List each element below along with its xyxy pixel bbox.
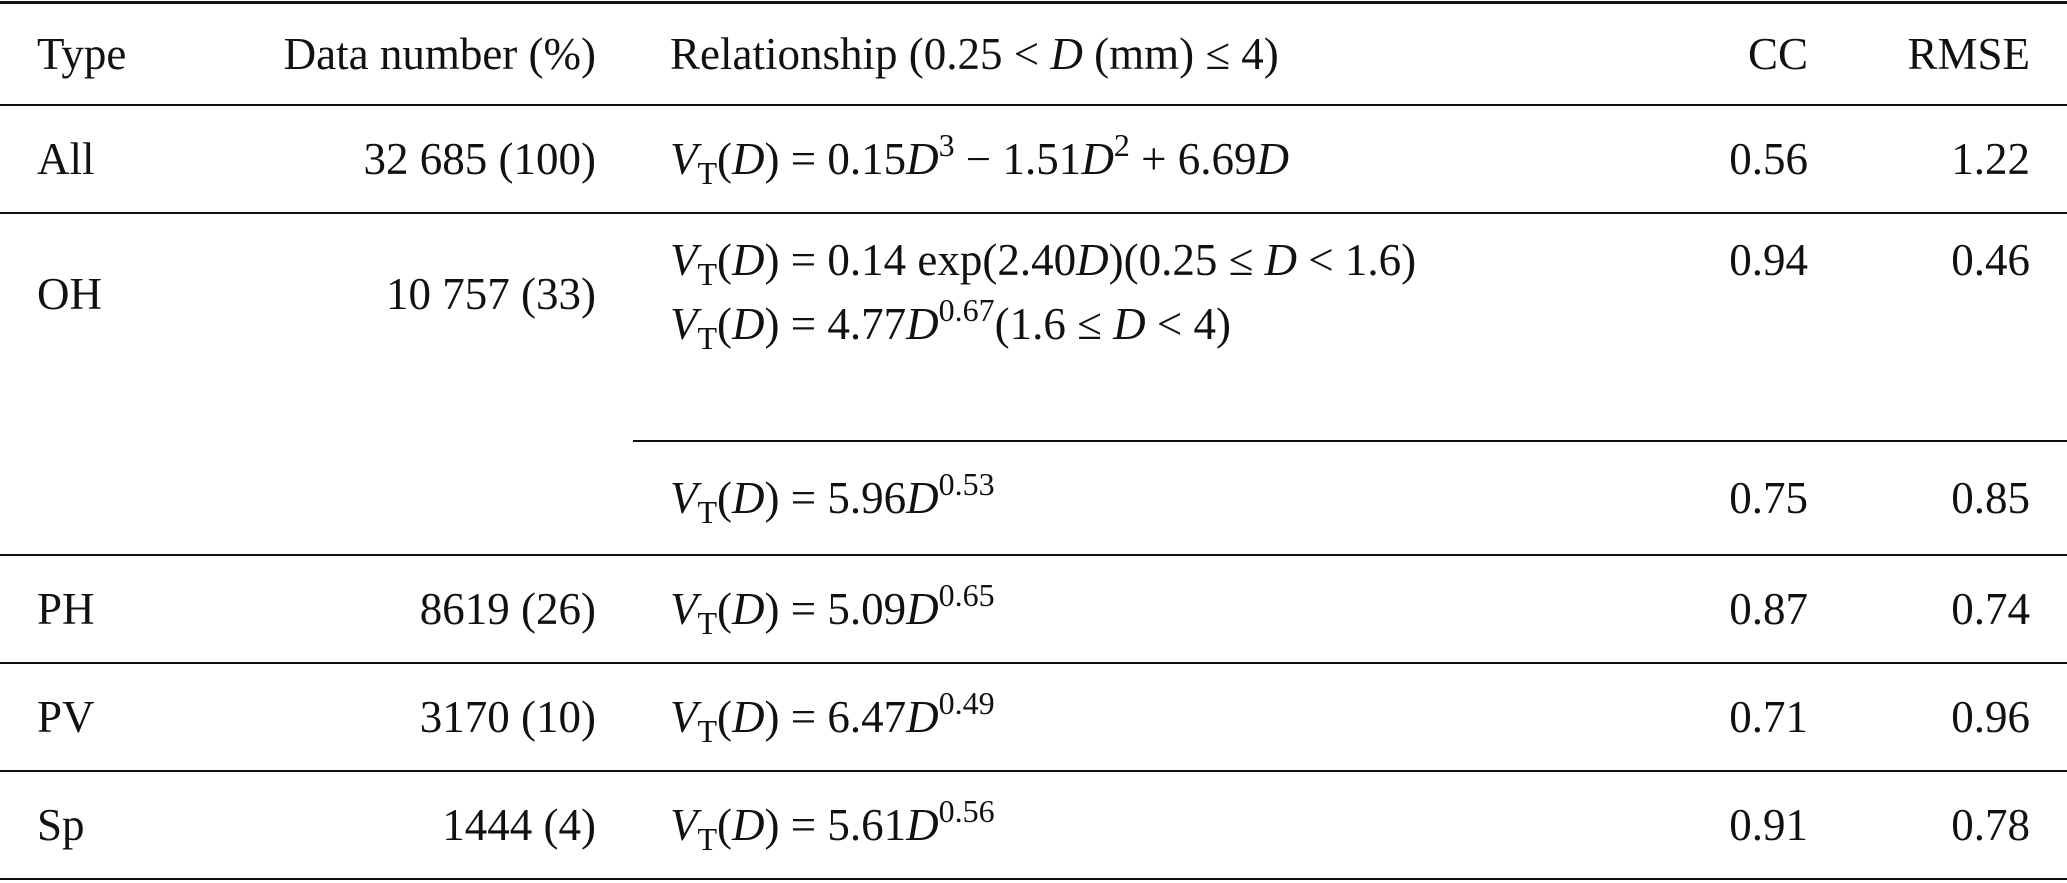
cc-cell: 0.71 (1560, 661, 1828, 771)
subscript: T (697, 255, 718, 292)
type-cell: OH (0, 211, 200, 555)
header-cell: Data number (%) (200, 1, 633, 105)
superscript: 3 (938, 126, 955, 163)
cc-cell: 0.94 (1560, 211, 1828, 441)
table-row: VT(D) = 5.96D0.53 0.75 0.85 (0, 439, 2067, 555)
subscript: T (697, 493, 718, 530)
data-number-cell: 8619 (26) (200, 553, 633, 663)
cc-cell: 0.91 (1560, 769, 1828, 880)
cc-cell: 0.56 (1560, 103, 1828, 213)
formula-text: (D) = 0.15D (717, 133, 939, 184)
relationship-cell: VT(D) = 5.96D0.53 (633, 439, 1560, 555)
formula: VT(D) = 0.14 exp(2.40D)(0.25 ≤ D < 1.6) (670, 228, 1523, 292)
relationship-cell: VT(D) = 6.47D0.49 (633, 661, 1560, 771)
formula-text: V (670, 472, 698, 523)
superscript: 0.53 (938, 465, 995, 502)
rmse-cell: 0.78 (1828, 769, 2067, 880)
rmse-cell: 0.85 (1828, 439, 2067, 555)
formula-text: (D) = 5.96D (717, 472, 939, 523)
formula-text: V (670, 298, 698, 349)
type-cell: PH (0, 553, 200, 663)
data-number-cell: 1444 (4) (200, 769, 633, 880)
type-cell: PV (0, 661, 200, 771)
superscript: 2 (1113, 126, 1130, 163)
type-cell: All (0, 103, 200, 213)
data-number-cell: 3170 (10) (200, 661, 633, 771)
superscript: 0.49 (938, 684, 995, 721)
rmse-cell: 0.96 (1828, 661, 2067, 771)
type-cell: Sp (0, 769, 200, 880)
formula: VT(D) = 5.96D0.53 (670, 466, 1523, 530)
table-row: Sp 1444 (4) VT(D) = 5.61D0.56 0.91 0.78 (0, 769, 2067, 880)
formula-text: (D) = 5.61D (717, 799, 939, 850)
relationship-cell: VT(D) = 0.14 exp(2.40D)(0.25 ≤ D < 1.6) V… (633, 211, 1560, 441)
subscript: T (697, 319, 718, 356)
formula-text: V (670, 799, 698, 850)
subscript: T (697, 604, 718, 641)
formula-text: − 1.51D (954, 133, 1114, 184)
header-cell: RMSE (1828, 1, 2067, 105)
header-cell: Relationship (0.25 < D (mm) ≤ 4) (633, 1, 1560, 105)
formula-text: V (670, 583, 698, 634)
formula: VT(D) = 6.47D0.49 (670, 685, 1523, 749)
relationship-cell: VT(D) = 0.15D3 − 1.51D2 + 6.69D (633, 103, 1560, 213)
formula-text: (D) = 4.77D (717, 298, 939, 349)
formula: VT(D) = 5.09D0.65 (670, 577, 1523, 641)
superscript: 0.56 (938, 792, 995, 829)
superscript: 0.65 (938, 576, 995, 613)
cc-cell: 0.75 (1560, 439, 1828, 555)
rmse-cell: 1.22 (1828, 103, 2067, 213)
formula-text: + 6.69D (1129, 133, 1289, 184)
formula-text: (D) = 5.09D (717, 583, 939, 634)
header-cell: CC (1560, 1, 1828, 105)
table-row: All 32 685 (100) VT(D) = 0.15D3 − 1.51D2 +… (0, 103, 2067, 213)
rmse-cell: 0.46 (1828, 211, 2067, 441)
formula-text: V (670, 691, 698, 742)
rmse-cell: 0.74 (1828, 553, 2067, 663)
subscript: T (697, 154, 718, 191)
formula-text: V (670, 133, 698, 184)
formula: VT(D) = 5.61D0.56 (670, 793, 1523, 857)
table-row: PV 3170 (10) VT(D) = 6.47D0.49 0.71 0.96 (0, 661, 2067, 771)
formula-text: (1.6 ≤ D < 4) (994, 298, 1231, 349)
formula-text: (D) = 0.14 exp(2.40D)(0.25 ≤ D < 1.6) (717, 234, 1417, 285)
formula: VT(D) = 4.77D0.67(1.6 ≤ D < 4) (670, 292, 1523, 356)
subscript: T (697, 820, 718, 857)
data-number-cell: 10 757 (33) (200, 211, 633, 555)
subscript: T (697, 712, 718, 749)
relationship-cell: VT(D) = 5.09D0.65 (633, 553, 1560, 663)
table-row: PH 8619 (26) VT(D) = 5.09D0.65 0.87 0.74 (0, 553, 2067, 663)
table-row: OH 10 757 (33) VT(D) = 0.14 exp(2.40D)(0.2… (0, 211, 2067, 555)
header-cell: Type (0, 1, 200, 105)
data-number-cell: 32 685 (100) (200, 103, 633, 213)
header-row: Type Data number (%) Relationship (0.25 < … (0, 1, 2067, 105)
relationship-cell: VT(D) = 5.61D0.56 (633, 769, 1560, 880)
formula-text: V (670, 234, 698, 285)
superscript: 0.67 (938, 291, 995, 328)
cc-cell: 0.87 (1560, 553, 1828, 663)
formula-text: (D) = 6.47D (717, 691, 939, 742)
formula: VT(D) = 0.15D3 − 1.51D2 + 6.69D (670, 127, 1523, 191)
